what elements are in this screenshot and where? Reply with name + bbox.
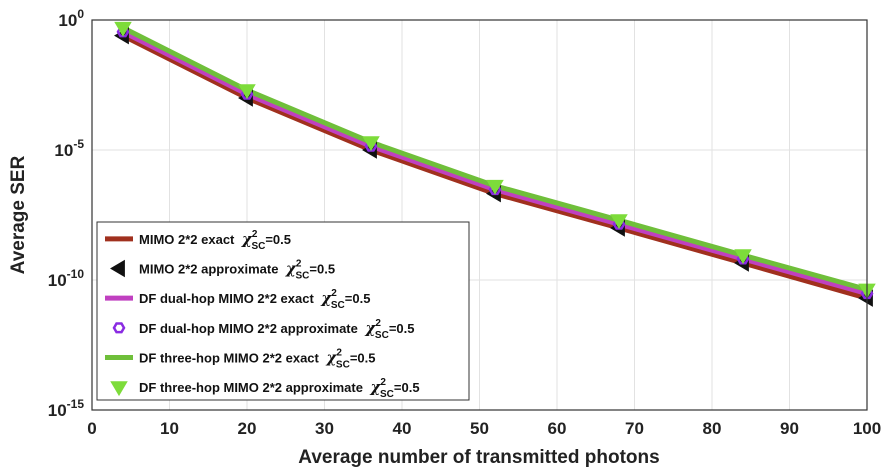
x-tick-label: 90 [780,419,799,438]
legend-swatch-3 [112,322,126,334]
y-axis-label: Average SER [8,155,29,274]
x-axis-label: Average number of transmitted photons [298,447,659,468]
x-tick-labels: 0 10 20 30 40 50 60 70 80 90 100 [87,419,881,438]
data-point-series-5 [238,84,256,100]
y-tick-label: 10-10 [48,267,85,290]
series-markers [114,21,876,307]
y-tick-label: 100 [58,7,84,30]
legend-swatch-5 [110,381,128,397]
legend-label-1: MIMO 2*2 approximate χ2 SC=0.5 [139,259,335,282]
x-tick-label: 20 [238,419,257,438]
data-point-series-5 [486,179,504,195]
legend-box [96,221,470,401]
legend: MIMO 2*2 exact χ2 SC=0.5 MIMO 2*2 approxim… [96,221,470,401]
x-tick-label: 100 [853,419,881,438]
legend-label-5: DF three-hop MIMO 2*2 approximate χ2 SC=0… [139,377,420,400]
y-tick-label: 10-15 [48,397,85,420]
x-tick-label: 70 [625,419,644,438]
plot-frame [91,19,868,411]
x-tick-label: 30 [315,419,334,438]
legend-label-3: DF dual-hop MIMO 2*2 approximate χ2 SC=0.… [139,318,414,341]
data-point-series-5 [362,136,380,152]
x-tick-label: 60 [548,419,567,438]
x-tick-label: 80 [703,419,722,438]
data-point-series-5 [114,21,132,37]
data-point-series-5 [734,249,752,265]
x-tick-label: 10 [160,419,179,438]
legend-label-2: DF dual-hop MIMO 2*2 exact χ2 SC=0.5 [139,288,370,311]
data-point-series-5 [610,214,628,230]
x-tick-label: 0 [87,419,96,438]
legend-label-0: MIMO 2*2 exact χ2 SC=0.5 [139,229,291,252]
y-tick-label: 10-5 [54,137,84,160]
legend-swatch-1 [110,259,125,278]
x-tick-label: 50 [470,419,489,438]
y-tick-labels: 10-15 10-10 10-5 100 [48,7,85,420]
x-tick-label: 40 [393,419,412,438]
legend-label-4: DF three-hop MIMO 2*2 exact χ2 SC=0.5 [139,348,376,371]
